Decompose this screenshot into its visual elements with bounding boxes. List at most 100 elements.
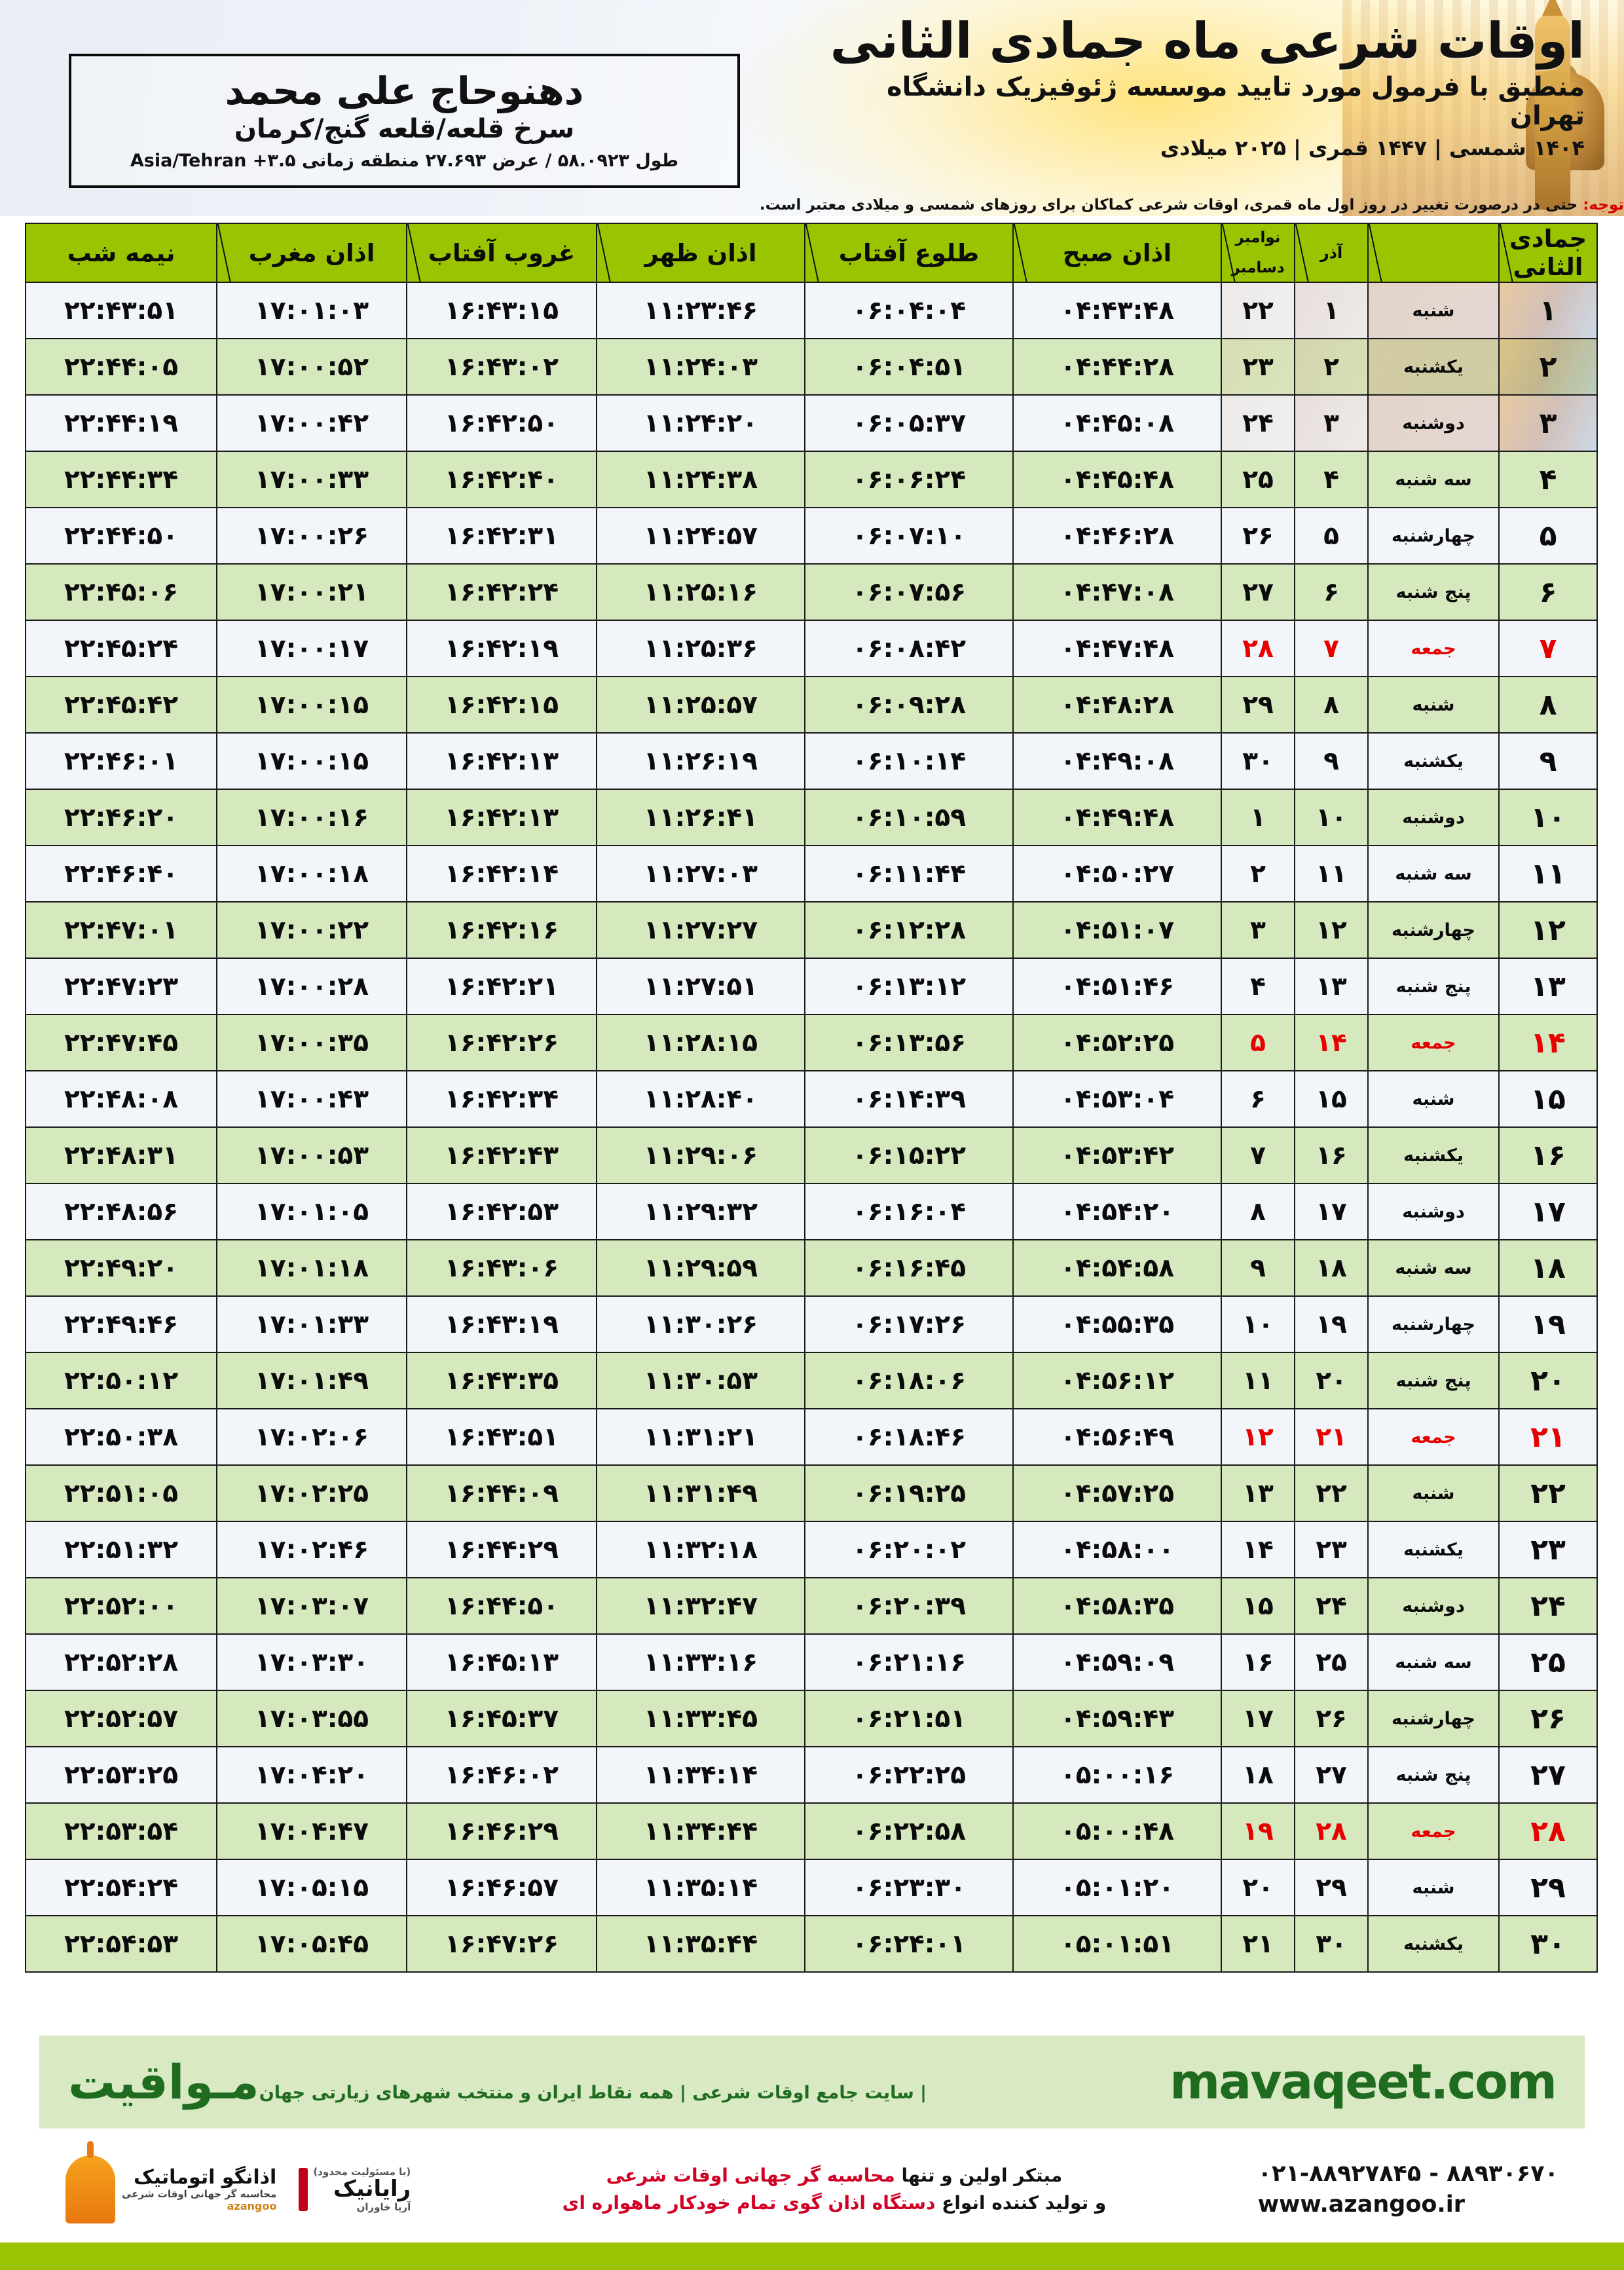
cell-sunrise: ۰۶:۰۸:۴۲: [804, 620, 1014, 677]
contact-block: ۰۲۱-۸۸۹۲۷۸۴۵ - ۸۸۹۳۰۶۷۰ www.azangoo.ir: [1258, 2159, 1559, 2221]
cell-fajr: ۰۴:۴۹:۴۸: [1012, 789, 1222, 846]
header-greg-bottom: دسامبر: [1231, 259, 1285, 276]
title-block: اوقات شرعی ماه جمادی الثانی منطبق با فرم…: [812, 14, 1585, 160]
cell-sunrise: ۰۶:۲۲:۵۸: [804, 1802, 1014, 1860]
cell-dhuhr: ۱۱:۲۴:۲۰: [596, 394, 805, 452]
cell-maghrib: ۱۷:۰۳:۵۵: [216, 1690, 407, 1747]
brand-website[interactable]: mavaqeet.com: [1170, 2054, 1557, 2110]
cell-greg: ۲۶: [1221, 507, 1295, 565]
cell-hijri: ۱۷: [1498, 1183, 1598, 1240]
header-midnight: نیمه شب: [25, 223, 217, 283]
cell-maghrib: ۱۷:۰۰:۲۱: [216, 563, 407, 621]
cell-hijri: ۱۹: [1498, 1295, 1598, 1353]
cell-greg: ۱۷: [1221, 1690, 1295, 1747]
cell-solar: ۲۶: [1294, 1690, 1369, 1747]
cell-solar: ۹: [1294, 732, 1369, 790]
cell-hijri: ۱۲: [1498, 901, 1598, 959]
cell-hijri: ۲۴: [1498, 1577, 1598, 1635]
cell-maghrib: ۱۷:۰۴:۲۰: [216, 1746, 407, 1804]
azangoo-minaret-icon: [65, 2155, 116, 2223]
cell-hijri: ۲۶: [1498, 1690, 1598, 1747]
company-slogan: مبتکر اولین و تنها محاسبه گر جهانی اوقات…: [563, 2162, 1107, 2217]
cell-maghrib: ۱۷:۰۰:۱۵: [216, 732, 407, 790]
cell-hijri: ۱۱: [1498, 845, 1598, 902]
cell-fajr: ۰۴:۴۶:۲۸: [1012, 507, 1222, 565]
cell-weekday: شنبه: [1367, 1070, 1500, 1128]
cell-dhuhr: ۱۱:۳۲:۱۸: [596, 1521, 805, 1578]
cell-weekday: چهارشنبه: [1367, 507, 1500, 565]
cell-sunrise: ۰۶:۰۹:۲۸: [804, 676, 1014, 734]
cell-dhuhr: ۱۱:۲۷:۵۱: [596, 958, 805, 1015]
cell-greg: ۲: [1221, 845, 1295, 902]
cell-dhuhr: ۱۱:۲۵:۳۶: [596, 620, 805, 677]
cell-solar: ۱۰: [1294, 789, 1369, 846]
cell-greg: ۲۲: [1221, 282, 1295, 339]
header-greg-top: نوامبر: [1235, 229, 1281, 246]
cell-midnight: ۲۲:۴۹:۴۶: [25, 1295, 217, 1353]
page-title: اوقات شرعی ماه جمادی الثانی: [830, 12, 1585, 69]
cell-fajr: ۰۴:۴۹:۰۸: [1012, 732, 1222, 790]
cell-dhuhr: ۱۱:۳۵:۱۴: [596, 1859, 805, 1916]
cell-midnight: ۲۲:۵۱:۰۵: [25, 1464, 217, 1522]
cell-hijri: ۲۸: [1498, 1802, 1598, 1860]
prayer-times-table: جمادی الثانی آذر نوامبر دسامبر اذان صبح …: [25, 223, 1598, 1973]
cell-dhuhr: ۱۱:۳۲:۴۷: [596, 1577, 805, 1635]
cell-solar: ۷: [1294, 620, 1369, 677]
table-row: ۱۱ سه شنبه ۱۱ ۲ ۰۴:۵۰:۲۷ ۰۶:۱۱:۴۴ ۱۱:۲۷:۰۳ ۱۶:۴…: [25, 845, 1598, 902]
cell-fajr: ۰۴:۵۶:۴۹: [1012, 1408, 1222, 1466]
table-row: ۲۰ پنج شنبه ۲۰ ۱۱ ۰۴:۵۶:۱۲ ۰۶:۱۸:۰۶ ۱۱:۳۰:۵۳ ۱۶…: [25, 1352, 1598, 1409]
cell-greg: ۱۳: [1221, 1464, 1295, 1522]
cell-midnight: ۲۲:۵۳:۵۴: [25, 1802, 217, 1860]
cell-hijri: ۱: [1498, 282, 1598, 339]
cell-dhuhr: ۱۱:۲۹:۰۶: [596, 1126, 805, 1184]
cell-sunrise: ۰۶:۱۰:۱۴: [804, 732, 1014, 790]
cell-maghrib: ۱۷:۰۱:۰۵: [216, 1183, 407, 1240]
cell-greg: ۲۵: [1221, 451, 1295, 508]
location-name: دهنوحاج علی محمد: [225, 68, 584, 113]
cell-midnight: ۲۲:۴۶:۰۱: [25, 732, 217, 790]
cell-sunrise: ۰۶:۱۵:۲۲: [804, 1126, 1014, 1184]
cell-fajr: ۰۴:۵۷:۲۵: [1012, 1464, 1222, 1522]
cell-greg: ۲۱: [1221, 1915, 1295, 1973]
cell-greg: ۸: [1221, 1183, 1295, 1240]
cell-weekday: پنج شنبه: [1367, 1352, 1500, 1409]
contact-website[interactable]: www.azangoo.ir: [1257, 2191, 1465, 2218]
table-head: جمادی الثانی آذر نوامبر دسامبر اذان صبح …: [25, 223, 1598, 283]
cell-sunset: ۱۶:۴۴:۲۹: [406, 1521, 597, 1578]
contact-phone: ۰۲۱-۸۸۹۲۷۸۴۵ - ۸۸۹۳۰۶۷۰: [1257, 2160, 1559, 2187]
rayanic-note: (با مسئولیت محدود): [313, 2165, 411, 2178]
cell-dhuhr: ۱۱:۲۶:۱۹: [596, 732, 805, 790]
slogan-2b: دستگاه اذان گوی تمام خودکار ماهواره ای: [562, 2192, 936, 2214]
cell-dhuhr: ۱۱:۳۱:۴۹: [596, 1464, 805, 1522]
cell-hijri: ۵: [1498, 507, 1598, 565]
table-row: ۴ سه شنبه ۴ ۲۵ ۰۴:۴۵:۴۸ ۰۶:۰۶:۲۴ ۱۱:۲۴:۳۸ ۱۶:۴۲…: [25, 451, 1598, 508]
cell-sunset: ۱۶:۴۲:۵۳: [406, 1183, 597, 1240]
cell-midnight: ۲۲:۴۷:۲۳: [25, 958, 217, 1015]
cell-midnight: ۲۲:۴۴:۰۵: [25, 338, 217, 396]
table-row: ۱۵ شنبه ۱۵ ۶ ۰۴:۵۳:۰۴ ۰۶:۱۴:۳۹ ۱۱:۲۸:۴۰ ۱۶:۴۲:۳…: [25, 1070, 1598, 1128]
table-row: ۱۶ یکشنبه ۱۶ ۷ ۰۴:۵۳:۴۲ ۰۶:۱۵:۲۲ ۱۱:۲۹:۰۶ ۱۶:۴۲…: [25, 1126, 1598, 1184]
cell-greg: ۷: [1221, 1126, 1295, 1184]
cell-solar: ۲: [1294, 338, 1369, 396]
cell-maghrib: ۱۷:۰۰:۵۳: [216, 1126, 407, 1184]
cell-dhuhr: ۱۱:۳۰:۲۶: [596, 1295, 805, 1353]
cell-maghrib: ۱۷:۰۰:۱۶: [216, 789, 407, 846]
cell-weekday: شنبه: [1367, 1859, 1500, 1916]
cell-fajr: ۰۴:۵۹:۰۹: [1012, 1633, 1222, 1691]
cell-greg: ۱۰: [1221, 1295, 1295, 1353]
header-dhuhr: اذان ظهر: [596, 223, 805, 283]
cell-weekday: جمعه: [1367, 1408, 1500, 1466]
cell-weekday: سه شنبه: [1367, 1633, 1500, 1691]
cell-sunset: ۱۶:۴۳:۱۵: [406, 282, 597, 339]
cell-solar: ۲۹: [1294, 1859, 1369, 1916]
table-row: ۶ پنج شنبه ۶ ۲۷ ۰۴:۴۷:۰۸ ۰۶:۰۷:۵۶ ۱۱:۲۵:۱۶ ۱۶:۴…: [25, 563, 1598, 621]
cell-dhuhr: ۱۱:۳۱:۲۱: [596, 1408, 805, 1466]
cell-sunrise: ۰۶:۱۲:۲۸: [804, 901, 1014, 959]
table-row: ۱ شنبه ۱ ۲۲ ۰۴:۴۳:۴۸ ۰۶:۰۴:۰۴ ۱۱:۲۳:۴۶ ۱۶:۴۳:۱۵…: [25, 282, 1598, 339]
cell-sunset: ۱۶:۴۲:۱۵: [406, 676, 597, 734]
cell-sunset: ۱۶:۴۲:۱۹: [406, 620, 597, 677]
cell-midnight: ۲۲:۵۱:۳۲: [25, 1521, 217, 1578]
cell-fajr: ۰۴:۵۳:۰۴: [1012, 1070, 1222, 1128]
cell-sunset: ۱۶:۴۳:۳۵: [406, 1352, 597, 1409]
cell-sunrise: ۰۶:۱۷:۲۶: [804, 1295, 1014, 1353]
